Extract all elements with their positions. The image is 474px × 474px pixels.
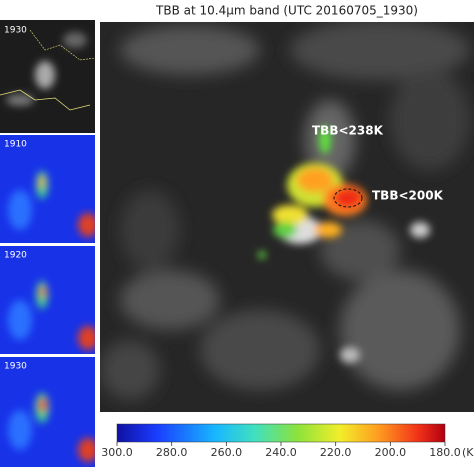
- colorbar: [116, 423, 446, 443]
- panel-label: 1930: [4, 362, 27, 372]
- panel-label: 1920: [4, 251, 27, 261]
- colorbar-tick-label: 220.0: [320, 446, 352, 459]
- figure-title: TBB at 10.4μm band (UTC 20160705_1930): [155, 4, 418, 18]
- thumbnail-ir: [0, 20, 95, 133]
- colorbar-tick-label: 280.0: [156, 446, 188, 459]
- annotation: TBB<238K: [312, 124, 384, 138]
- panel-label: 1910: [4, 140, 27, 150]
- annotation: TBB<200K: [372, 189, 444, 203]
- colorbar-tick-label: 180.0: [429, 446, 461, 459]
- thumbnail-tbb: [0, 135, 95, 467]
- colorbar-tick-label: 200.0: [375, 446, 407, 459]
- colorbar-tick-label: 300.0: [101, 446, 133, 459]
- panel-label: 1930: [4, 26, 27, 36]
- main-image: [100, 22, 474, 412]
- colorbar-unit: (K: [462, 446, 474, 459]
- colorbar-tick-label: 240.0: [265, 446, 297, 459]
- colorbar-ticks: 300.0 280.0 260.0 240.0 220.0 200.0 180.0: [101, 442, 461, 459]
- colorbar-tick-label: 260.0: [211, 446, 243, 459]
